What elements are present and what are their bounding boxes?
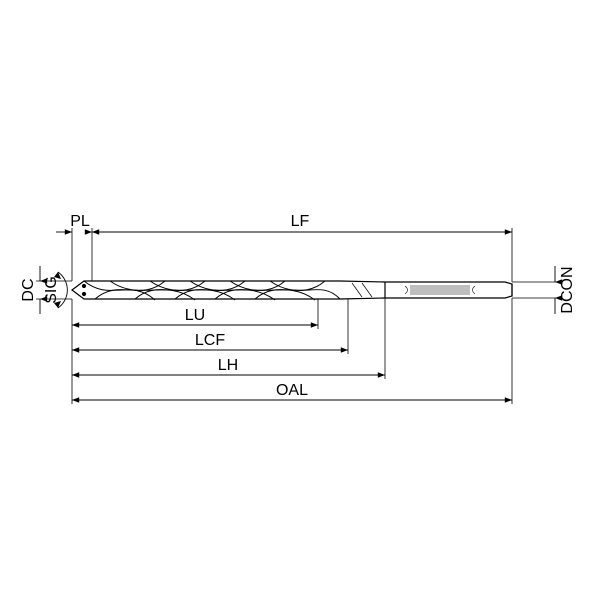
label-SIG: SIG [43, 276, 60, 304]
label-DCON: DCON [559, 266, 576, 313]
label-LU: LU [185, 307, 205, 324]
dimension-labels: PL LF LU LCF LH OAL DC SIG DCON [20, 213, 576, 399]
drill-dimension-diagram: PL LF LU LCF LH OAL DC SIG DCON [0, 0, 600, 600]
extension-lines [36, 228, 560, 404]
label-DC: DC [20, 278, 37, 301]
label-LF: LF [291, 213, 310, 230]
label-OAL: OAL [276, 382, 308, 399]
drill-body [72, 281, 512, 300]
label-PL: PL [70, 213, 90, 230]
label-LCF: LCF [195, 332, 225, 349]
label-LH: LH [218, 357, 238, 374]
dimension-lines [40, 232, 555, 400]
